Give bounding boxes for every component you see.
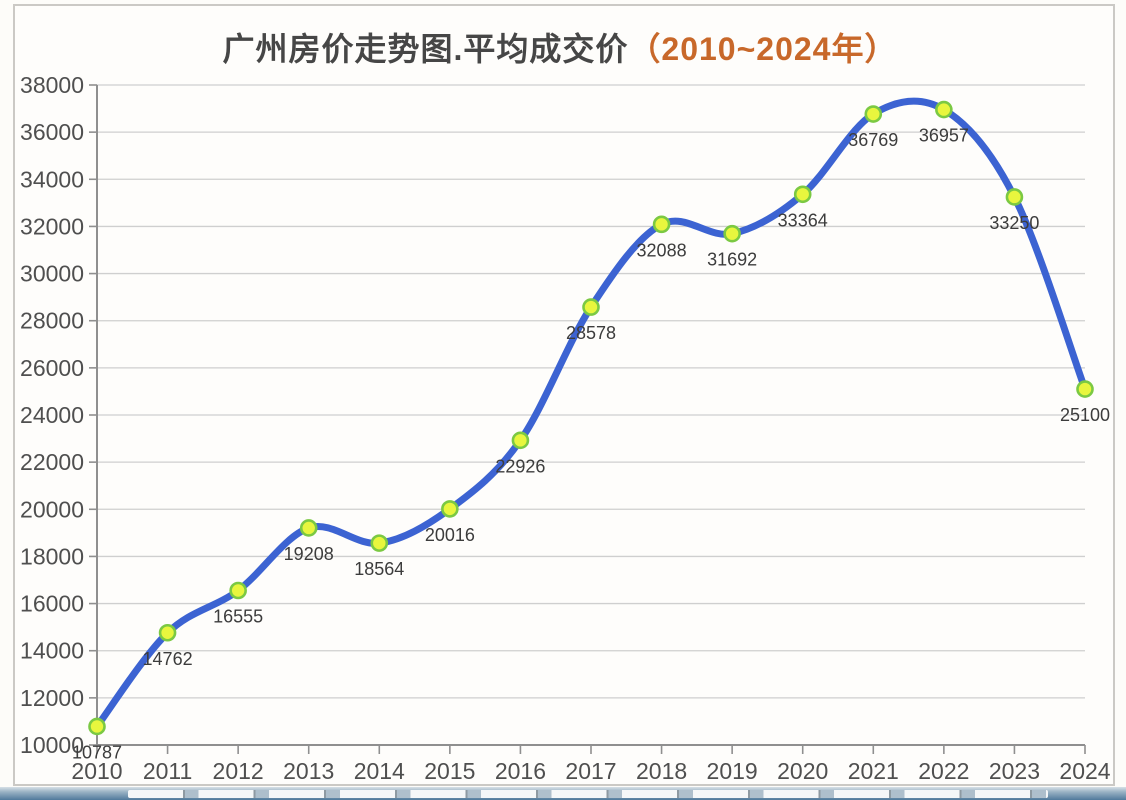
data-point-labels: 10787 14762 16555 19208 18564 20016 22926 28578… (72, 126, 1110, 763)
data-point-label: 33364 (778, 210, 828, 230)
data-point-marker (441, 500, 459, 518)
data-point-marker (1076, 380, 1094, 398)
data-point-label: 14762 (143, 649, 193, 669)
y-tick-label: 38000 (20, 72, 84, 98)
data-point-label: 31692 (707, 250, 757, 270)
x-tick-label: 2023 (989, 758, 1040, 784)
data-point-label: 19208 (284, 544, 334, 564)
data-point-marker (229, 581, 247, 600)
x-tick-label: 2021 (848, 758, 899, 784)
data-point-label: 36769 (848, 130, 898, 150)
x-tick-label: 2022 (918, 758, 969, 784)
data-point-marker (582, 298, 600, 316)
data-point-marker (1005, 188, 1024, 206)
data-point-markers (88, 100, 1094, 736)
y-axis-labels: 10000 12000 14000 16000 18000 20000 22000 24000… (20, 72, 84, 758)
x-tick-label: 2010 (71, 758, 122, 784)
x-tick-label: 2013 (283, 758, 334, 784)
y-tick-label: 10000 (20, 732, 84, 758)
table-strip (0, 787, 1126, 800)
data-point-label: 18564 (354, 559, 404, 579)
x-tick-label: 2011 (143, 758, 192, 784)
x-tick-label: 2024 (1059, 758, 1110, 784)
x-axis-labels: 2010 2011 2012 2013 2014 2015 2016 2017 2018 2019… (71, 758, 1110, 784)
y-tick-label: 24000 (20, 402, 84, 428)
axes (89, 84, 1086, 754)
data-point-label: 20016 (425, 525, 475, 545)
price-line-series (93, 97, 1089, 730)
y-tick-label: 28000 (20, 308, 84, 334)
y-tick-label: 20000 (20, 496, 84, 522)
data-point-marker (723, 224, 741, 243)
data-point-marker (864, 105, 883, 123)
data-point-label: 25100 (1060, 405, 1110, 425)
price-line (93, 97, 1089, 730)
x-tick-label: 2016 (495, 758, 546, 784)
data-point-marker (793, 185, 812, 204)
data-point-marker (299, 519, 318, 537)
gridlines (97, 84, 1085, 699)
x-tick-label: 2012 (213, 758, 264, 784)
data-point-label: 16555 (213, 606, 263, 626)
data-point-marker (370, 534, 389, 552)
x-tick-label: 2018 (636, 758, 687, 784)
data-point-label: 22926 (495, 456, 545, 476)
data-point-label: 32088 (637, 240, 687, 260)
chart-panel (13, 4, 1115, 786)
y-tick-label: 36000 (20, 119, 84, 145)
x-tick-label: 2014 (354, 758, 405, 784)
y-tick-label: 22000 (20, 449, 84, 475)
y-tick-label: 18000 (20, 543, 84, 569)
y-tick-label: 12000 (20, 685, 84, 711)
y-tick-label: 32000 (20, 213, 84, 239)
data-point-marker (88, 717, 106, 736)
chart-title: 广州房价走势图.平均成交价（2010~2024年） (223, 31, 898, 67)
chart-title-main: 广州房价走势图.平均成交价 (223, 31, 629, 67)
data-point-label: 36957 (919, 126, 969, 146)
data-point-label: 10787 (72, 742, 122, 762)
x-tick-label: 2020 (777, 758, 828, 784)
data-point-marker (158, 623, 177, 642)
data-point-marker (935, 100, 953, 119)
chart-title-range: （2010~2024年） (628, 31, 897, 67)
y-tick-label: 34000 (20, 166, 84, 192)
y-tick-label: 14000 (20, 638, 84, 664)
y-tick-label: 16000 (20, 591, 84, 617)
table-strip-cells (128, 790, 1048, 798)
x-tick-label: 2019 (707, 758, 758, 784)
y-tick-label: 26000 (20, 355, 84, 381)
data-point-marker (511, 431, 530, 450)
x-tick-label: 2017 (565, 758, 616, 784)
data-point-marker (652, 215, 671, 234)
data-point-label: 28578 (566, 323, 616, 343)
data-point-label: 33250 (989, 213, 1039, 233)
x-tick-label: 2015 (424, 758, 475, 784)
y-tick-label: 30000 (20, 261, 84, 287)
